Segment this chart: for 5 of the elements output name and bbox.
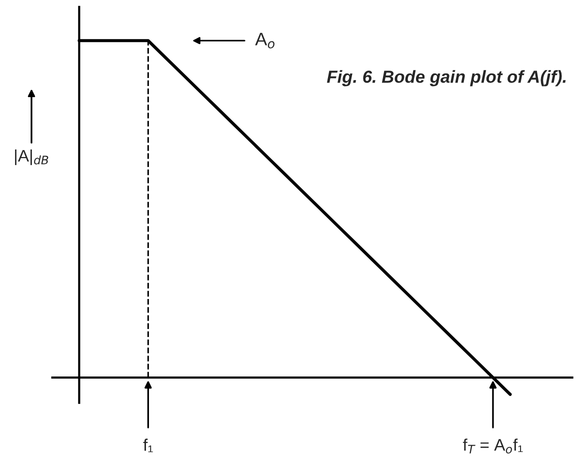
x-tick-label: f₁ <box>143 438 153 452</box>
annotation: Fig. 6. Bode gain plot of A(jf). <box>326 70 566 86</box>
x-tick-label: f$_{T}$ = A$_{o}$f₁ <box>462 438 523 454</box>
y-axis-title: |A|$_{dB}$ <box>15 149 48 166</box>
annotation: A$_{o}$ <box>255 32 274 48</box>
